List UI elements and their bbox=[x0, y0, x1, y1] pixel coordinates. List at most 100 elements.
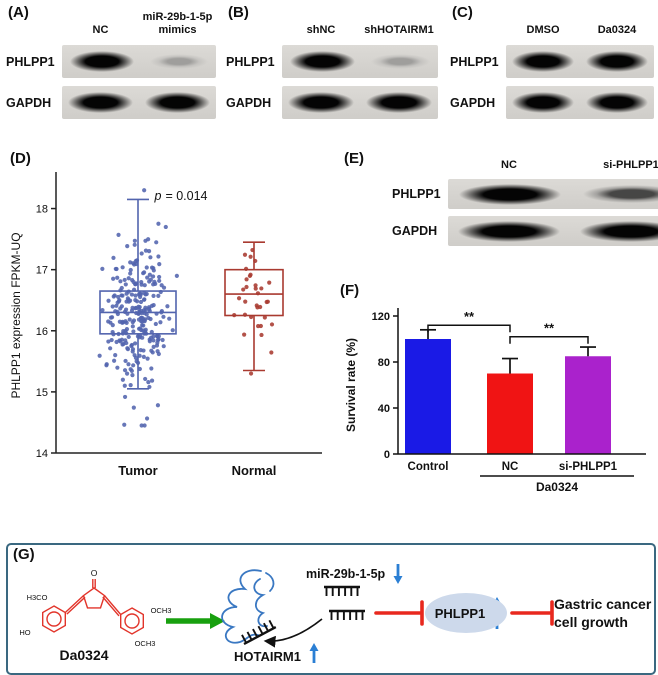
protein-band bbox=[370, 54, 431, 69]
lane-label: Da0324 bbox=[580, 24, 654, 37]
lane-label: DMSO bbox=[506, 24, 580, 37]
outcome-line2: cell growth bbox=[554, 614, 628, 630]
y-tick-label: 14 bbox=[36, 448, 48, 460]
protein-label: PHLPP1 bbox=[392, 187, 441, 201]
inhibition-bar bbox=[374, 600, 424, 626]
phlpp1-expression-chart: 14 15 16 17 18 PHLPP1 expression FPKM-UQ p = 0.… bbox=[9, 172, 322, 478]
mirna-comb-icon bbox=[329, 609, 365, 620]
hotairm1-up-arrow bbox=[309, 643, 319, 663]
x-category-label: Normal bbox=[232, 463, 277, 478]
lane-label: si-PHLPP1 bbox=[570, 159, 658, 172]
blot-row: GAPDH bbox=[226, 86, 438, 119]
y-tick-label: 80 bbox=[378, 357, 390, 369]
significance-bracket bbox=[427, 324, 511, 333]
panel-label: (B) bbox=[228, 4, 249, 21]
blot-row: PHLPP1 bbox=[392, 179, 658, 209]
blot-strip bbox=[448, 179, 658, 209]
x-category-label: NC bbox=[502, 461, 519, 473]
y-tick-label: 16 bbox=[36, 326, 48, 338]
panel-label-g: (G) bbox=[13, 546, 35, 563]
y-tick-label: 18 bbox=[36, 204, 48, 216]
blot-row: PHLPP1 bbox=[450, 45, 654, 78]
y-axis-title: Survival rate (%) bbox=[344, 338, 358, 432]
y-tick-label: 120 bbox=[372, 311, 390, 323]
phlpp1-node bbox=[425, 593, 507, 633]
protein-band bbox=[458, 183, 562, 205]
chem-label: OCH3 bbox=[151, 606, 172, 615]
x-category-label: si-PHLPP1 bbox=[559, 461, 618, 473]
lane-label-line: mimics bbox=[158, 24, 197, 37]
protein-band bbox=[579, 220, 658, 242]
normal-points bbox=[232, 247, 275, 376]
outcome-line1: Gastric cancer bbox=[554, 596, 652, 612]
panel-label: (A) bbox=[8, 4, 29, 21]
mirna-label: miR-29b-1-5p bbox=[306, 567, 386, 581]
blot-row: GAPDH bbox=[450, 86, 654, 119]
sponge-arrow bbox=[263, 618, 323, 648]
protein-band bbox=[457, 220, 561, 242]
protein-band bbox=[511, 51, 575, 72]
x-category-label: Control bbox=[408, 461, 449, 473]
tumor-points bbox=[97, 188, 179, 428]
blot-row: GAPDH bbox=[392, 216, 658, 246]
protein-label: GAPDH bbox=[450, 95, 496, 110]
y-axis-title: PHLPP1 expression FPKM-UQ bbox=[9, 232, 23, 398]
blot-strip bbox=[506, 86, 654, 119]
blot-strip bbox=[448, 216, 658, 246]
lane-label-line: si-PHLPP1 bbox=[603, 159, 658, 172]
lane-labels: DMSO Da0324 bbox=[506, 4, 654, 37]
blot-strip bbox=[282, 86, 438, 119]
protein-band bbox=[511, 92, 575, 113]
survival-rate-chart: 0 40 80 120 Survival rate (%) Control NC si-PHL… bbox=[344, 308, 646, 494]
lane-labels: NC miR-29b-1-5p mimics bbox=[62, 4, 216, 37]
mirna-down-arrow bbox=[393, 564, 403, 584]
compound-label: Da0324 bbox=[59, 647, 108, 663]
protein-band bbox=[585, 51, 649, 72]
x-category-label: Tumor bbox=[118, 463, 157, 478]
blot-strip bbox=[506, 45, 654, 78]
lncrna-label: HOTAIRM1 bbox=[234, 649, 301, 664]
lane-labels: shNC shHOTAIRM1 bbox=[282, 4, 438, 37]
bar-control bbox=[405, 339, 451, 454]
da0324-structure bbox=[42, 579, 145, 635]
mirna-comb-icon bbox=[324, 585, 360, 596]
protein-label: PHLPP1 bbox=[6, 54, 55, 69]
protein-band bbox=[288, 92, 354, 113]
mechanism-diagram: H3CO HO O OCH3 OCH3 Da0324 miR-29b-1-5p HOTAIRM… bbox=[19, 564, 652, 664]
protein-band bbox=[145, 92, 210, 113]
blot-row: PHLPP1 bbox=[6, 45, 216, 78]
blot-row: PHLPP1 bbox=[226, 45, 438, 78]
panel-g-mechanism-diagram: (G) H3CO HO O OCH3 OCH3 Da0324 miR-29b-1-5p HOT… bbox=[6, 543, 656, 675]
protein-band bbox=[585, 92, 649, 113]
bar-si-phlpp1 bbox=[565, 356, 611, 454]
error-bar bbox=[580, 346, 596, 357]
lane-label-line: shNC bbox=[306, 24, 336, 37]
lane-label-line: NC bbox=[92, 24, 109, 37]
blot-strip bbox=[62, 45, 216, 78]
error-bar bbox=[502, 357, 518, 374]
axes bbox=[51, 172, 322, 454]
panel-label-f: (F) bbox=[340, 282, 360, 299]
lane-label-line: NC bbox=[501, 159, 517, 172]
protein-band bbox=[69, 51, 135, 72]
panel-label: (C) bbox=[452, 4, 473, 21]
p-value-annotation: p = 0.014 bbox=[153, 189, 207, 203]
panel-f-barchart: (F) 0 40 80 120 Survival rate (%) Control NC si… bbox=[340, 282, 656, 508]
panel-c-western-blot: (C) DMSO Da0324 PHLPP1 GAPDH bbox=[450, 4, 654, 119]
normal-box bbox=[224, 241, 284, 372]
significance-label: ** bbox=[464, 309, 475, 324]
panel-a-western-blot: (A) NC miR-29b-1-5p mimics PHLPP1 GAPDH bbox=[6, 4, 216, 119]
y-tick-label: 17 bbox=[36, 265, 48, 277]
lane-label-line: miR-29b-1-5p bbox=[142, 11, 213, 24]
protein-label: PHLPP1 bbox=[450, 54, 499, 69]
lane-label: miR-29b-1-5p mimics bbox=[139, 11, 216, 37]
y-tick-label: 0 bbox=[384, 449, 390, 461]
blot-strip bbox=[62, 86, 216, 119]
protein-band bbox=[149, 54, 209, 69]
panel-label-d: (D) bbox=[10, 150, 31, 167]
lane-label: NC bbox=[62, 24, 139, 37]
lane-label: shNC bbox=[282, 24, 360, 37]
panel-label: (E) bbox=[344, 150, 364, 167]
lane-labels: NC si-PHLPP1 bbox=[448, 150, 658, 172]
